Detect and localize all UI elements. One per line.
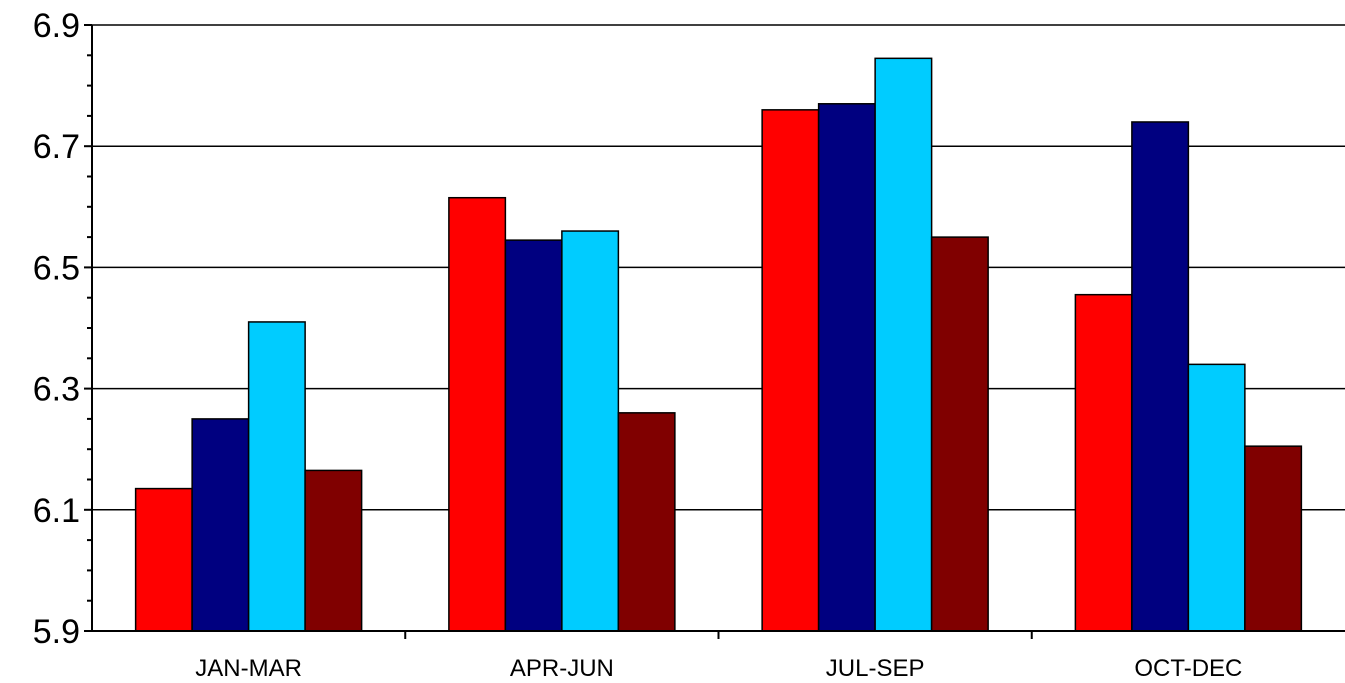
y-tick-label: 6.3 [33,371,80,409]
y-tick-label: 5.9 [33,613,80,651]
bar [617,412,676,632]
bar [930,236,989,632]
y-tick-label: 6.5 [33,249,80,287]
x-category-label: APR-JUN [510,655,614,682]
y-tick-label: 6.9 [33,7,80,45]
x-category-label: JAN-MAR [195,655,302,682]
bar [1244,445,1303,632]
x-category-label: JUL-SEP [826,655,925,682]
bar [448,196,507,632]
bar [504,239,563,632]
bar [561,230,620,632]
bar [1131,121,1190,632]
bar [247,321,306,632]
bar [191,418,250,632]
x-category-labels: JAN-MAR APR-JUN JUL-SEP OCT-DEC [195,655,1242,682]
bar [1074,293,1133,632]
bar [817,103,876,632]
axes [84,24,1345,639]
bar [304,469,363,632]
bars [134,57,1303,632]
y-tick-label: 6.1 [33,492,80,530]
bar [1187,363,1246,632]
bar [761,109,820,632]
y-tick-labels: 5.9 6.1 6.3 6.5 6.7 6.9 [33,7,80,651]
y-tick-label: 6.7 [33,128,80,166]
bar [874,57,933,632]
bar [134,487,193,632]
x-category-label: OCT-DEC [1134,655,1242,682]
